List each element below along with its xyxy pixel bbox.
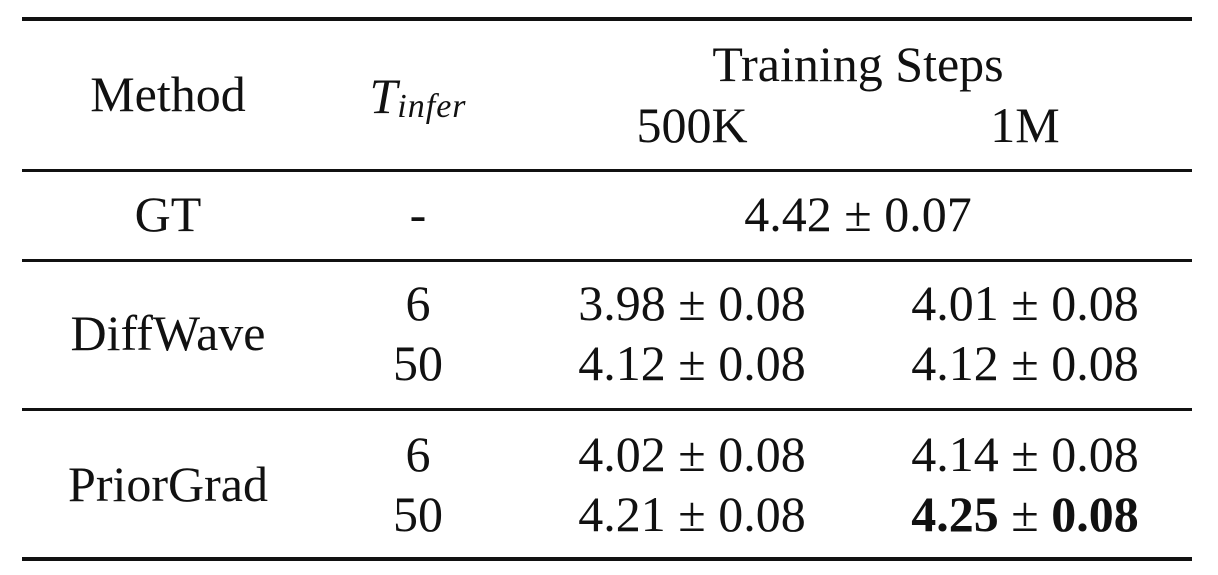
gt-rule [22, 259, 1192, 262]
best-score-error: 0.08 [1051, 486, 1139, 542]
row-priorgrad-t50-500k: 4.21 ± 0.08 [578, 486, 806, 542]
row-gt-value: 4.42 ± 0.07 [744, 186, 972, 242]
top-rule [22, 17, 1192, 21]
row-priorgrad-t6-1m: 4.14 ± 0.08 [911, 426, 1139, 482]
row-priorgrad-t6: 6 [405, 426, 431, 482]
row-diffwave-t6-1m: 4.01 ± 0.08 [911, 275, 1139, 331]
row-diffwave-t50-1m: 4.12 ± 0.08 [911, 335, 1139, 391]
row-priorgrad-t6-500k: 4.02 ± 0.08 [578, 426, 806, 482]
diffwave-rule [22, 408, 1192, 411]
row-priorgrad-method: PriorGrad [68, 456, 268, 512]
row-diffwave-t50-500k: 4.12 ± 0.08 [578, 335, 806, 391]
row-gt-tinfer: - [409, 186, 427, 242]
row-gt-method: GT [134, 186, 202, 242]
bottom-rule [22, 557, 1192, 561]
header-tinfer: Tinfer [369, 68, 466, 124]
row-diffwave-t6-500k: 3.98 ± 0.08 [578, 275, 806, 331]
row-diffwave-t50: 50 [393, 335, 443, 391]
header-training-steps: Training Steps [712, 36, 1004, 92]
row-priorgrad-t50: 50 [393, 486, 443, 542]
best-score-pm: ± [1011, 486, 1039, 542]
row-diffwave-method: DiffWave [70, 305, 266, 361]
header-500k: 500K [636, 97, 748, 153]
tinfer-sub: infer [397, 88, 467, 125]
header-method: Method [90, 66, 246, 122]
tinfer-base: T [369, 68, 398, 124]
header-rule [22, 169, 1192, 172]
best-score-value: 4.25 [911, 486, 999, 542]
header-1m: 1M [990, 97, 1060, 153]
row-priorgrad-t50-1m: 4.25 ± 0.08 [911, 489, 1138, 539]
row-diffwave-t6: 6 [405, 275, 431, 331]
